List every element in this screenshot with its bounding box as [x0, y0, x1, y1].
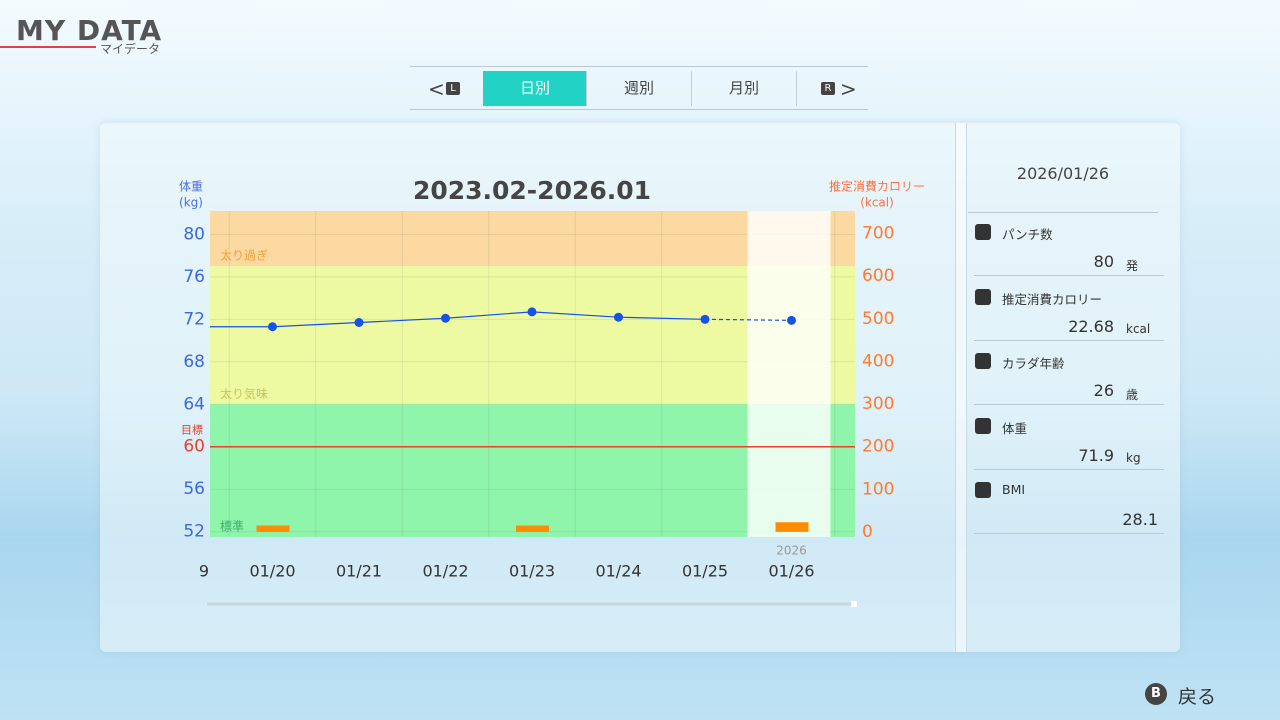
stat-value: 22.68 — [1068, 316, 1114, 336]
selected-column — [747, 211, 831, 537]
x-sublabel: 2026 — [776, 544, 807, 558]
tab[interactable]: 日別 — [483, 71, 587, 106]
stat-icon — [975, 288, 991, 305]
stat-icon — [975, 417, 991, 434]
chart-title: 2023.02-2026.01 — [413, 176, 651, 205]
stat-rule — [974, 339, 1164, 341]
y-tick-label: 68 — [183, 352, 205, 372]
prev-arrow[interactable]: < — [428, 77, 445, 101]
y-axis-label: 体重 — [179, 180, 203, 194]
next-arrow[interactable]: > — [840, 77, 857, 101]
y2-axis-label: 推定消費カロリー — [829, 179, 925, 194]
y2-tick-label: 0 — [862, 522, 873, 542]
stat-label: パンチ数 — [1002, 227, 1053, 242]
y2-tick-label: 600 — [862, 266, 894, 286]
zone-label: 標準 — [220, 519, 244, 534]
stat-rule — [974, 275, 1164, 276]
calorie-bar — [775, 522, 809, 532]
y2-tick-label: 700 — [862, 224, 894, 244]
x-tick-label: 01/26 — [768, 562, 814, 581]
x-tick-label: 01/21 — [336, 562, 382, 581]
stat-rule — [974, 468, 1164, 470]
tab-separator — [796, 71, 797, 106]
stat-label: BMI — [1002, 482, 1026, 497]
prev-button[interactable]: L — [446, 82, 460, 95]
y2-tick-label: 400 — [862, 351, 894, 371]
target-label: 目標 — [181, 423, 203, 437]
x-tick-label: 01/20 — [249, 562, 295, 581]
tab-border — [410, 109, 868, 110]
y-tick-label: 80 — [183, 224, 205, 244]
y-tick-label: 52 — [183, 522, 205, 542]
tab[interactable]: 週別 — [623, 79, 654, 97]
scroll-thumb[interactable] — [851, 601, 857, 607]
panel-divider — [955, 123, 967, 652]
calorie-bar — [256, 525, 290, 532]
y-tick-label: 60 — [183, 437, 205, 457]
stat-unit: kcal — [1126, 321, 1151, 336]
y2-tick-label: 500 — [862, 309, 894, 329]
calorie-bar — [516, 525, 549, 532]
back-label[interactable]: 戻る — [1178, 686, 1217, 708]
x-tick-label: 01/23 — [509, 562, 555, 581]
y2-tick-label: 200 — [862, 437, 894, 457]
weight-point — [614, 312, 623, 322]
page-title: MY DATA — [16, 14, 163, 47]
y-tick-label: 76 — [183, 267, 205, 287]
tab-separator — [586, 71, 587, 106]
weight-line-projected — [704, 318, 792, 321]
stat-label: 体重 — [1002, 420, 1028, 436]
tab[interactable]: 月別 — [728, 79, 759, 97]
y2-tick-label: 300 — [862, 394, 894, 414]
y2-tick-label: 100 — [862, 479, 894, 499]
weight-point — [268, 322, 277, 332]
side-date: 2026/01/26 — [1016, 164, 1110, 183]
stat-value: 28.1 — [1122, 510, 1158, 529]
page-subtitle: マイデータ — [100, 42, 161, 56]
stat-icon — [975, 224, 991, 240]
weight-point — [354, 317, 364, 327]
weight-point — [527, 307, 537, 317]
y-tick-label: 64 — [183, 394, 205, 414]
next-button[interactable]: R — [821, 82, 835, 95]
stat-value: 26 — [1093, 381, 1114, 400]
x-tick-label: 01/25 — [682, 562, 728, 581]
stat-icon — [975, 482, 991, 498]
y-tick-label: 72 — [183, 309, 205, 329]
weight-point — [700, 314, 710, 324]
stat-rule — [974, 404, 1164, 405]
side-rule — [968, 212, 1158, 213]
stat-value: 80 — [1093, 252, 1114, 271]
stat-icon — [975, 353, 991, 369]
x-tick-label: 01/22 — [422, 562, 468, 581]
weight-point — [441, 313, 450, 323]
zone-label: 太り気味 — [220, 386, 268, 401]
stat-value: 71.9 — [1078, 445, 1114, 465]
stat-rule — [974, 533, 1164, 534]
back-button-icon[interactable]: B — [1145, 683, 1167, 705]
y-tick-label: 56 — [183, 479, 205, 499]
tab-separator — [691, 71, 692, 106]
stat-label: カラダ年齢 — [1002, 356, 1065, 371]
y2-axis-unit: (kcal) — [860, 196, 894, 210]
x-tick-label: 01/19 — [163, 562, 209, 581]
weight-point — [787, 315, 796, 325]
stat-unit: kg — [1126, 450, 1141, 465]
stat-unit: 発 — [1126, 259, 1139, 273]
title-underline — [0, 46, 96, 48]
zone-label: 太り過ぎ — [220, 248, 268, 263]
x-tick-label: 01/24 — [595, 562, 641, 581]
stat-label: 推定消費カロリー — [1002, 291, 1103, 307]
tab-border — [410, 66, 868, 67]
stat-unit: 歳 — [1126, 388, 1139, 402]
y-axis-unit: (kg) — [179, 196, 203, 210]
